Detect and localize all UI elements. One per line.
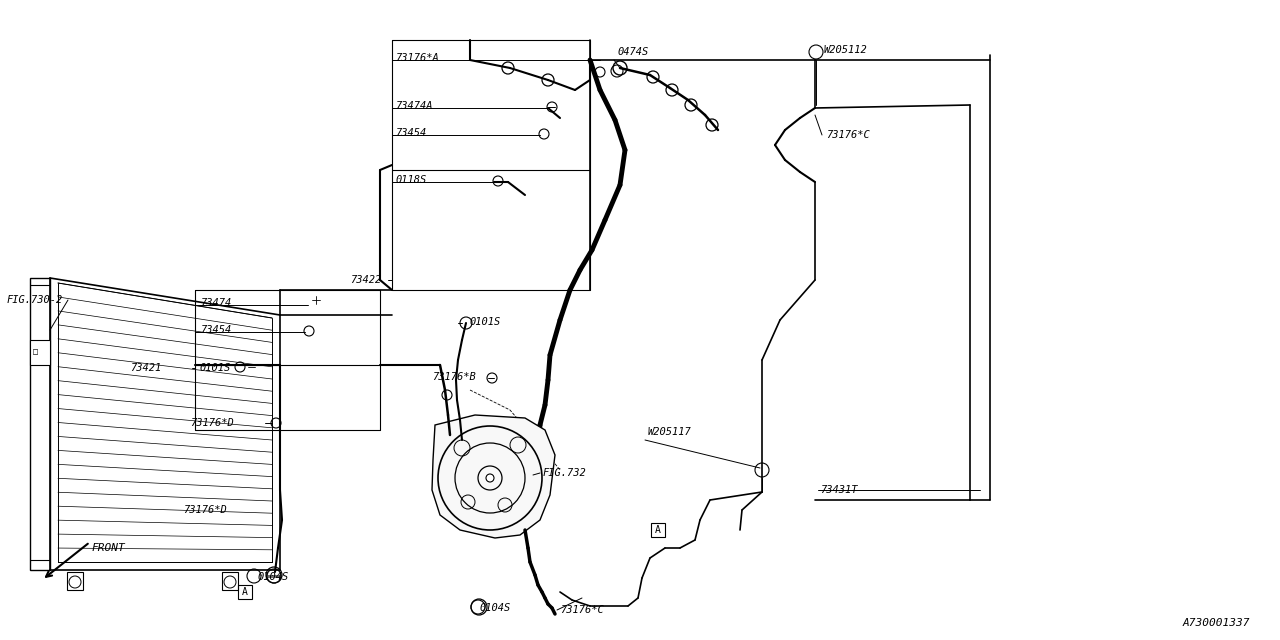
- Bar: [652, 523, 666, 537]
- Text: W205112: W205112: [824, 45, 868, 55]
- Text: A: A: [655, 525, 660, 535]
- Text: 0101S: 0101S: [200, 363, 232, 373]
- Text: 73176*B: 73176*B: [433, 372, 476, 382]
- Polygon shape: [221, 572, 238, 590]
- Text: 73474A: 73474A: [396, 101, 433, 111]
- Text: W205117: W205117: [648, 427, 691, 437]
- Text: 73422: 73422: [349, 275, 381, 285]
- Text: 73176*D: 73176*D: [183, 505, 227, 515]
- Text: 0104S: 0104S: [259, 572, 289, 582]
- Polygon shape: [29, 340, 50, 365]
- Text: A: A: [242, 587, 248, 597]
- Polygon shape: [67, 572, 83, 590]
- Text: 73176*C: 73176*C: [826, 130, 869, 140]
- Text: FIG.732: FIG.732: [543, 468, 586, 478]
- Text: 73176*D: 73176*D: [189, 418, 234, 428]
- Text: 0104S: 0104S: [480, 603, 511, 613]
- Text: 0118S: 0118S: [396, 175, 426, 185]
- Text: FIG.730-2: FIG.730-2: [6, 295, 63, 305]
- Text: 73431T: 73431T: [820, 485, 858, 495]
- Text: 0474S: 0474S: [618, 47, 649, 57]
- Text: 0101S: 0101S: [470, 317, 502, 327]
- Text: 73421: 73421: [131, 363, 161, 373]
- Text: FRONT: FRONT: [92, 543, 125, 553]
- Text: 73474: 73474: [200, 298, 232, 308]
- Polygon shape: [433, 415, 556, 538]
- Text: □: □: [32, 348, 37, 356]
- Bar: [238, 585, 252, 599]
- Text: 73176*A: 73176*A: [396, 53, 439, 63]
- Text: 73454: 73454: [396, 128, 426, 138]
- Circle shape: [486, 474, 494, 482]
- Text: 73454: 73454: [200, 325, 232, 335]
- Text: 73176*C: 73176*C: [561, 605, 604, 615]
- Text: A730001337: A730001337: [1183, 618, 1251, 628]
